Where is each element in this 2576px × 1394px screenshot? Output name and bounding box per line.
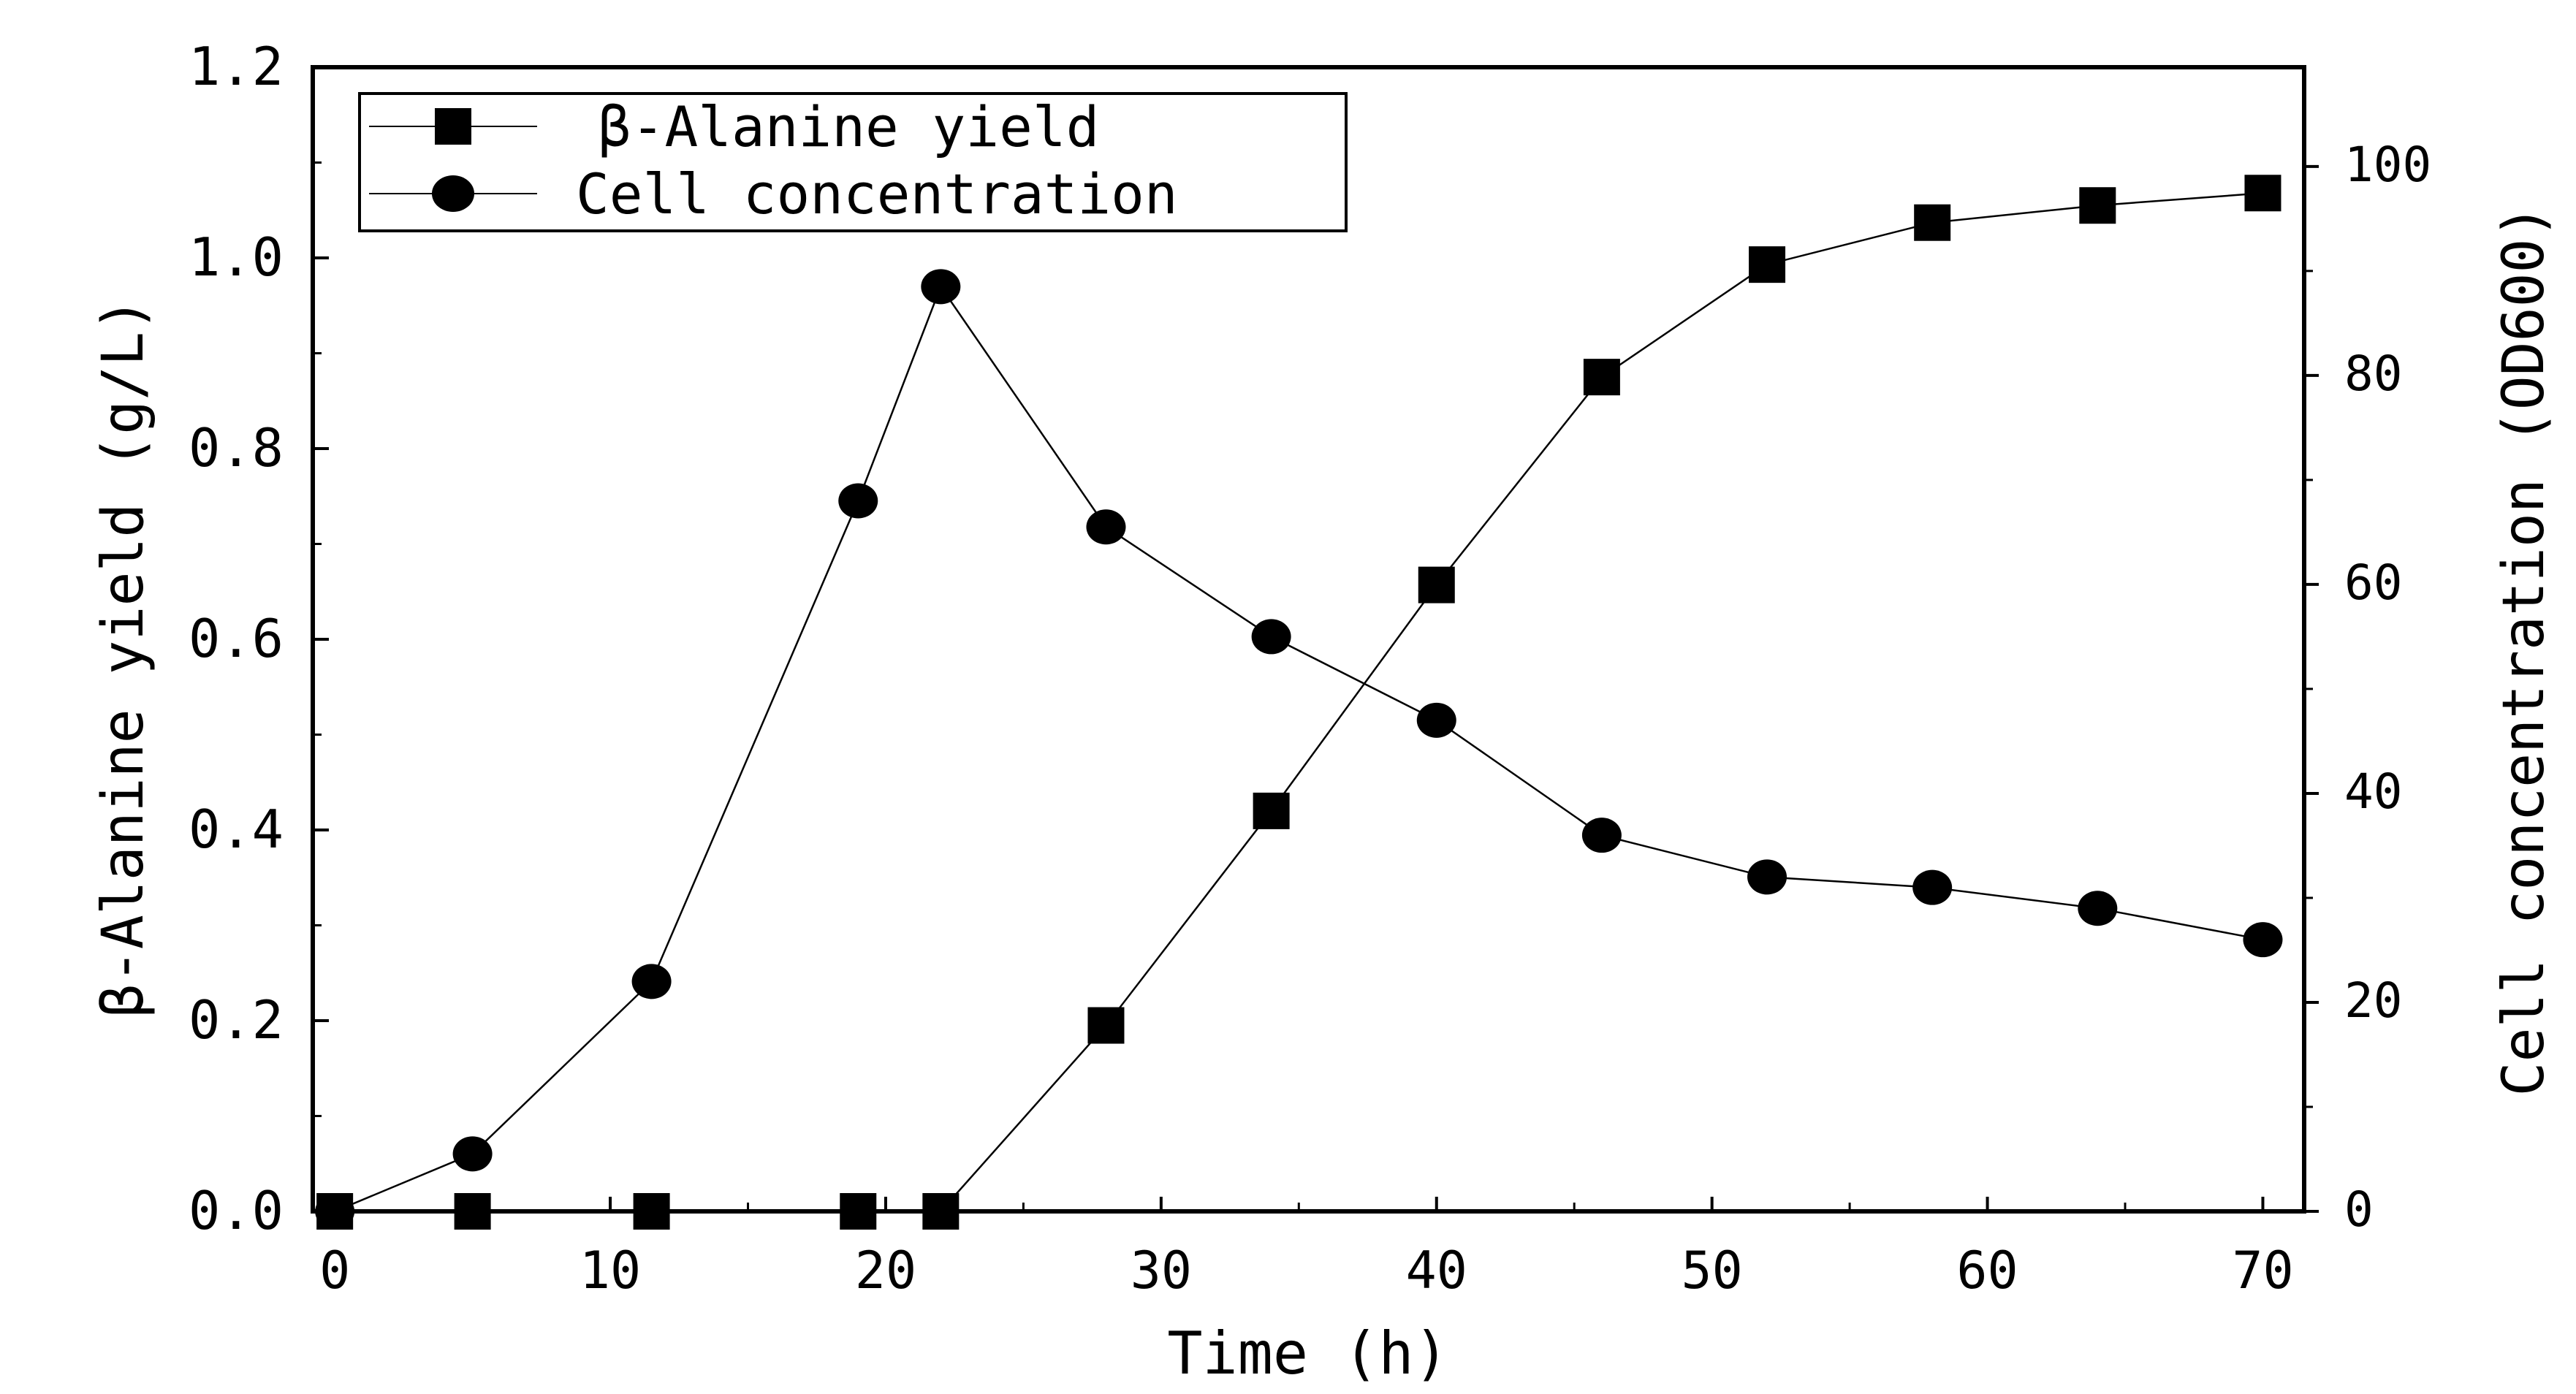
y-axis-right-ticks: 0 20 40 60 80 100 xyxy=(2304,137,2431,1238)
cell-point xyxy=(1747,859,1787,895)
cell-point xyxy=(631,964,672,999)
series-layer xyxy=(315,175,2283,1230)
y2-tick-label: 40 xyxy=(2344,763,2402,820)
cell-point xyxy=(1912,869,1953,905)
y-tick-label: 1.2 xyxy=(189,36,284,97)
x-tick-label: 30 xyxy=(1131,1241,1192,1300)
cell-point xyxy=(838,483,878,519)
legend-circle-marker xyxy=(432,175,474,212)
x-tick-label: 60 xyxy=(1956,1241,2018,1300)
legend-entry-cell: Cell concentration xyxy=(369,161,1178,226)
legend-entry-yield: β-Alanine yield xyxy=(369,94,1099,159)
yield-point xyxy=(1253,792,1290,829)
x-tick-label: 40 xyxy=(1406,1241,1467,1300)
y-axis-right-title: Cell concentration (OD600) xyxy=(2491,205,2557,1097)
cell-point xyxy=(1086,509,1126,545)
legend-label-cell: Cell concentration xyxy=(576,161,1178,226)
y2-tick-label: 20 xyxy=(2344,972,2402,1029)
yield-point xyxy=(1418,566,1455,603)
yield-point xyxy=(922,1193,960,1230)
y-axis-left-title: β-Alanine yield (g/L) xyxy=(91,297,156,1018)
cell-point xyxy=(2243,922,2283,958)
y-tick-label: 0.0 xyxy=(189,1180,284,1241)
cell-point xyxy=(452,1136,493,1172)
x-tick-label: 70 xyxy=(2232,1241,2293,1300)
cell-point xyxy=(1251,619,1291,655)
y-tick-label: 0.8 xyxy=(189,417,284,479)
y-tick-label: 0.2 xyxy=(189,989,284,1051)
x-axis-title: Time (h) xyxy=(1167,1319,1448,1387)
yield-point xyxy=(2244,175,2281,212)
y-tick-label: 0.6 xyxy=(189,608,284,669)
y2-tick-label: 0 xyxy=(2344,1181,2374,1238)
x-tick-label: 50 xyxy=(1682,1241,1743,1300)
cell-point xyxy=(921,269,961,305)
yield-point xyxy=(1914,204,1951,241)
legend: β-Alanine yield Cell concentration xyxy=(358,92,1348,232)
yield-point xyxy=(1583,359,1620,396)
x-tick-label: 20 xyxy=(855,1241,916,1300)
cell-point xyxy=(1416,702,1456,738)
legend-label-yield: β-Alanine yield xyxy=(598,94,1099,159)
y-axis-left-ticks: 0.0 0.2 0.4 0.6 0.8 1.0 1.2 xyxy=(189,36,329,1241)
yield-point xyxy=(2079,187,2116,224)
yield-point xyxy=(1749,246,1786,283)
yield-point xyxy=(1087,1007,1125,1044)
x-tick-label: 0 xyxy=(319,1241,350,1300)
yield-point xyxy=(454,1193,491,1230)
yield-point xyxy=(840,1193,877,1230)
x-tick-label: 10 xyxy=(580,1241,641,1300)
y2-tick-label: 100 xyxy=(2344,137,2431,193)
legend-square-marker xyxy=(435,108,471,145)
yield-point xyxy=(633,1193,670,1230)
cell-point xyxy=(2078,891,2118,926)
cell-point xyxy=(315,1194,355,1229)
y-tick-label: 0.4 xyxy=(189,799,284,860)
x-axis-ticks: 0 10 20 30 40 50 60 70 xyxy=(319,1197,2294,1300)
legend-box xyxy=(358,92,1348,232)
y2-tick-label: 80 xyxy=(2344,346,2402,402)
y-tick-label: 1.0 xyxy=(189,226,284,288)
y2-tick-label: 60 xyxy=(2344,555,2402,611)
cell-point xyxy=(1581,818,1622,853)
